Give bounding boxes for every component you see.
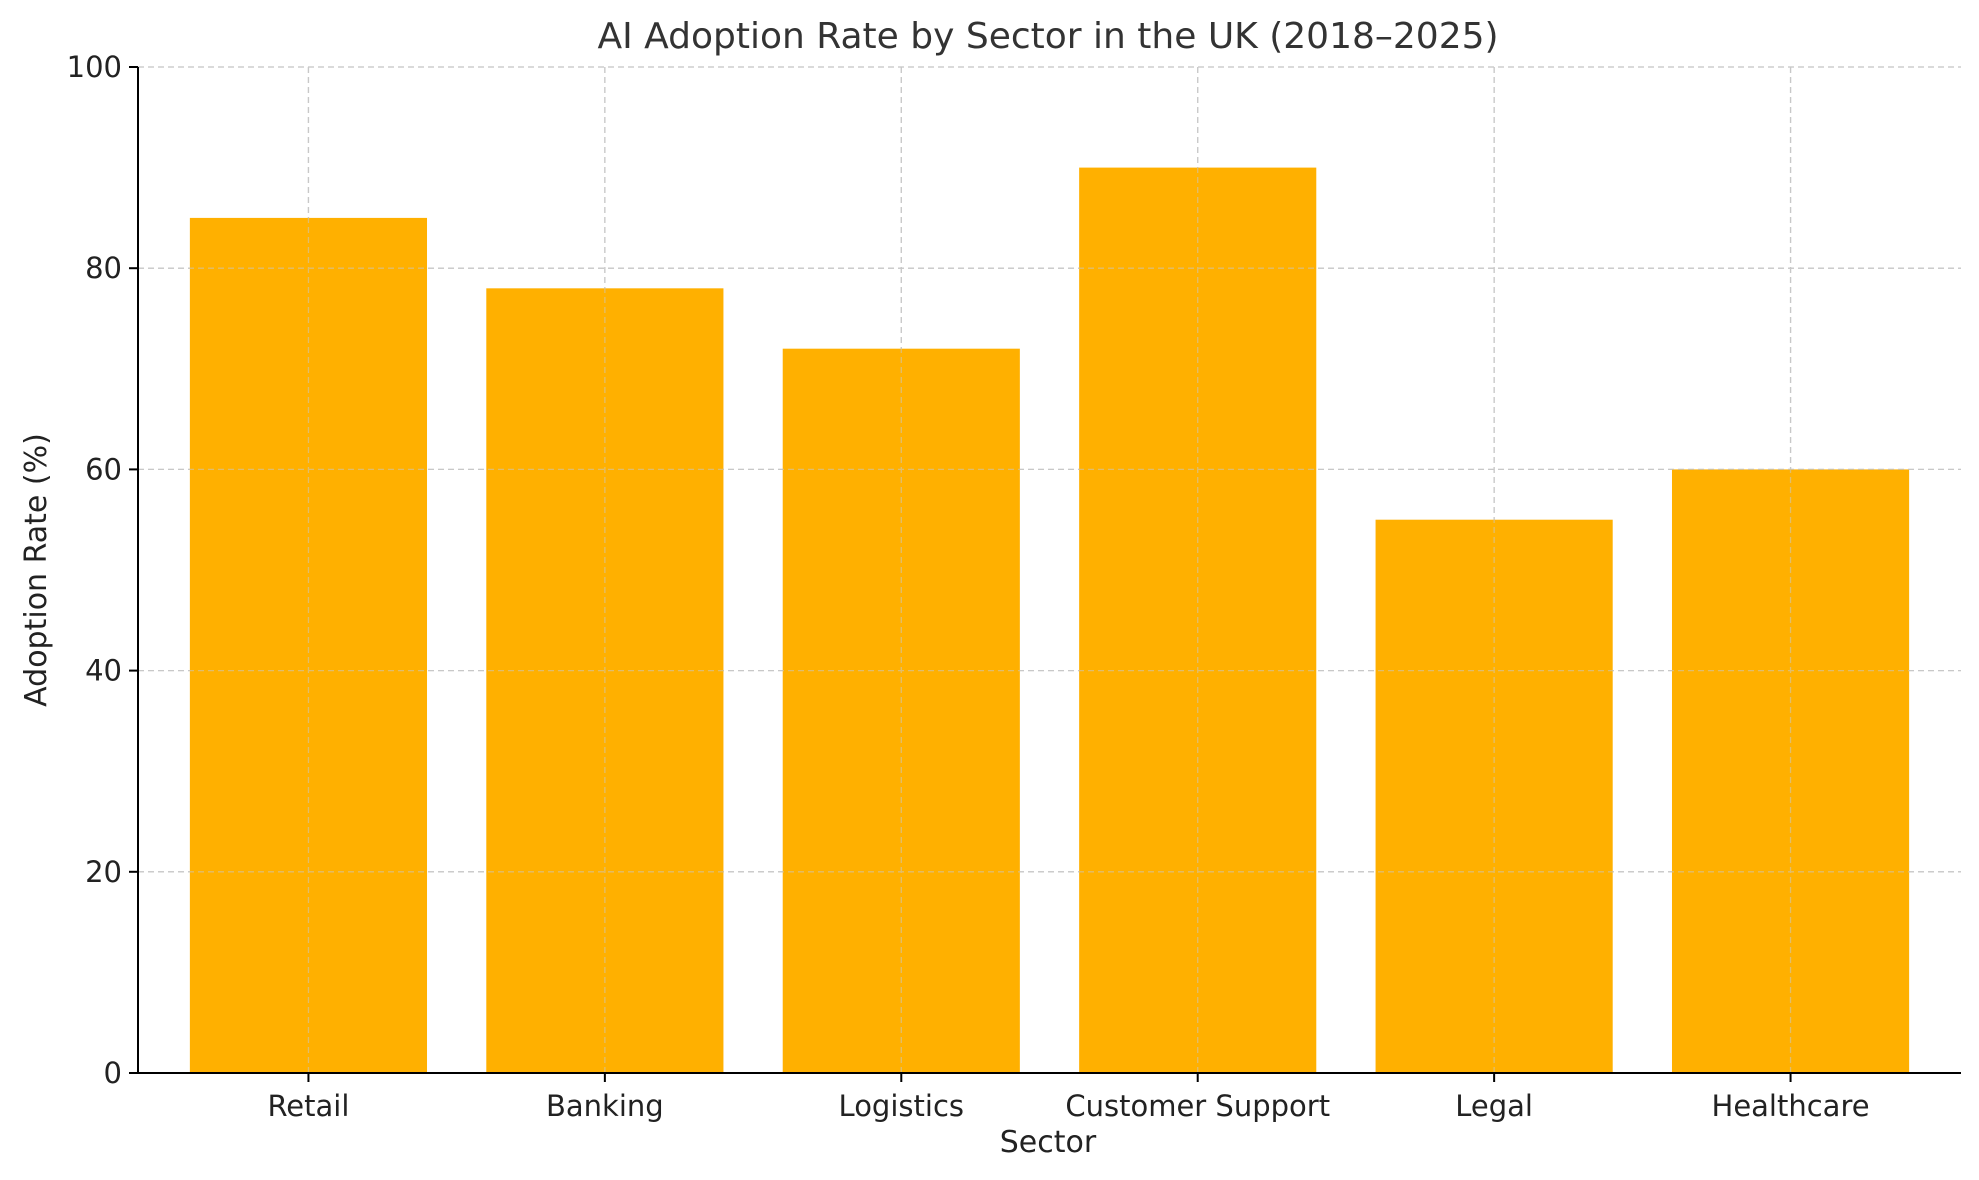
x-tick-label: Logistics [839,1089,964,1123]
x-tick-label: Legal [1455,1089,1533,1123]
x-tick-label: Banking [546,1089,664,1123]
ticks-layer: 0 20 40 60 80 100 Retail Banking Logistics Custom… [67,50,1870,1123]
y-tick-label: 60 [85,452,122,486]
y-tick-label: 80 [85,251,122,285]
chart-title: AI Adoption Rate by Sector in the UK (20… [597,16,1498,57]
y-tick-label: 20 [85,855,122,889]
y-tick-label: 0 [104,1056,122,1090]
y-tick-label: 100 [67,50,122,84]
x-tick-label: Healthcare [1712,1089,1870,1123]
x-axis-label: Sector [1000,1125,1097,1160]
y-tick-label: 40 [85,654,122,688]
x-tick-label: Customer Support [1065,1089,1330,1123]
axes-layer [137,67,1961,1074]
x-tick-label: Retail [267,1089,349,1123]
bars-layer [189,167,1910,1074]
y-axis-label: Adoption Rate (%) [19,433,54,707]
bar-retail [189,217,428,1073]
